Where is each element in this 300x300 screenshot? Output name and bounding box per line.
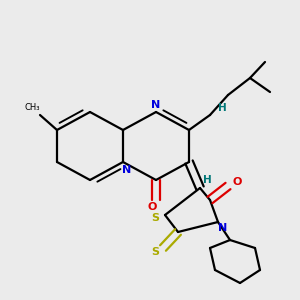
Text: O: O (147, 202, 157, 212)
Text: S: S (151, 213, 159, 223)
Text: CH₃: CH₃ (24, 103, 40, 112)
Text: S: S (151, 247, 159, 257)
Text: N: N (218, 223, 228, 233)
Text: N: N (122, 165, 132, 175)
Text: O: O (232, 177, 242, 187)
Text: N: N (152, 100, 160, 110)
Text: H: H (202, 175, 211, 185)
Text: H: H (218, 103, 226, 113)
